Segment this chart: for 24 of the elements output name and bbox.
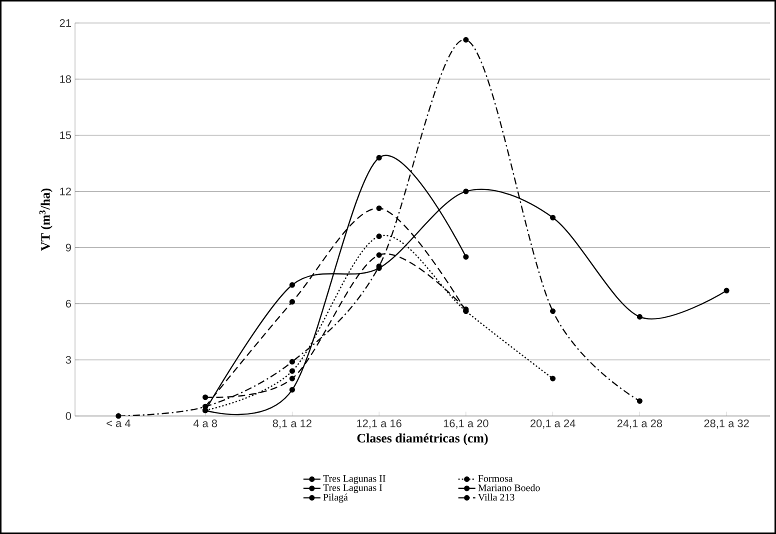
y-tick-label: 21 <box>60 19 71 27</box>
y-tick-label: 0 <box>66 412 72 420</box>
x-axis-title: Clases diamétricas (cm) <box>357 433 488 446</box>
legend-label: Mariano Boedo <box>478 484 540 492</box>
legend-label: Formosa <box>478 475 513 482</box>
legend-label: Pilagá <box>323 494 348 503</box>
x-tick-label: 28,1 a 32 <box>704 420 749 429</box>
x-tick-label: 12,1 a 16 <box>357 420 402 429</box>
x-tick-label: 20,1 a 24 <box>530 420 576 429</box>
x-tick-label: 24,1 a 28 <box>617 420 662 429</box>
legend-label: Tres Lagunas II <box>323 475 386 484</box>
x-tick-label: 16,1 a 20 <box>444 420 488 429</box>
legend-label: Tres Lagunas I <box>323 484 382 494</box>
y-axis-title: VT (m$^{3}$/ha) <box>39 188 52 251</box>
y-tick-label: 15 <box>60 131 72 140</box>
x-tick-label: 4 a 8 <box>193 420 218 428</box>
y-tick-label: 18 <box>60 75 71 84</box>
y-tick-label: 6 <box>66 300 72 308</box>
y-tick-label: 9 <box>66 244 71 252</box>
x-tick-label: < a 4 <box>106 420 130 428</box>
x-tick-label: 8,1 a 12 <box>272 420 312 429</box>
y-tick-label: 12 <box>60 188 71 196</box>
y-tick-label: 3 <box>66 356 72 364</box>
legend-label: Villa 213 <box>478 494 514 501</box>
